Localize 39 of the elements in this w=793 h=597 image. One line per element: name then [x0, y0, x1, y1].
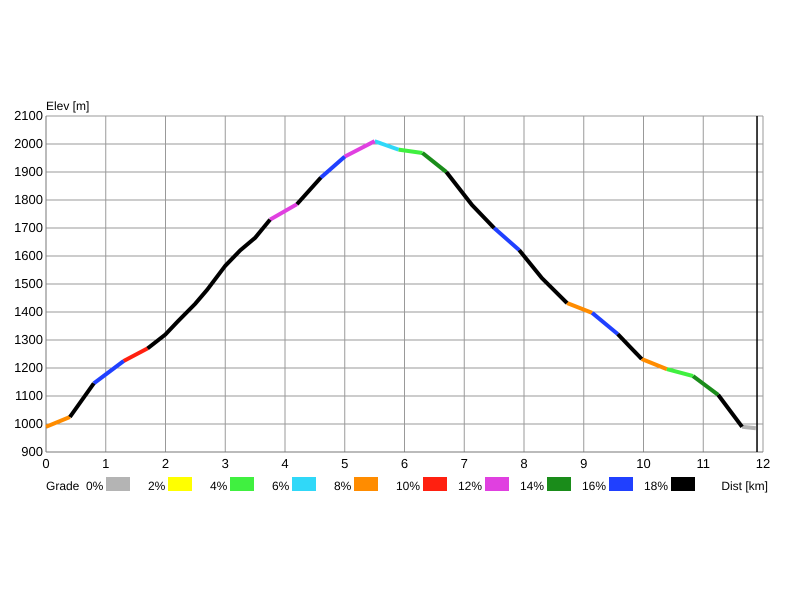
y-axis-title: Elev [m] [46, 99, 90, 113]
x-tick-label: 0 [42, 456, 50, 471]
y-tick-label: 900 [21, 444, 43, 459]
x-tick-label: 12 [756, 456, 770, 471]
x-tick-label: 5 [341, 456, 348, 471]
legend-label: 2% [148, 479, 166, 493]
legend-label: 6% [272, 479, 290, 493]
y-tick-label: 1400 [14, 304, 43, 319]
legend-label: 4% [210, 479, 228, 493]
legend-label: 8% [334, 479, 352, 493]
x-tick-label: 3 [222, 456, 229, 471]
y-tick-label: 1800 [14, 192, 43, 207]
legend-label: 14% [520, 479, 544, 493]
x-tick-label: 8 [520, 456, 528, 471]
x-tick-label: 1 [102, 456, 110, 471]
y-tick-label: 1200 [14, 360, 43, 375]
y-tick-label: 2000 [14, 136, 43, 151]
x-tick-label: 10 [636, 456, 651, 471]
x-axis-title: Dist [km] [721, 479, 768, 493]
y-tick-label: 1900 [14, 164, 43, 179]
legend-label: 12% [458, 479, 482, 493]
y-tick-label: 1300 [14, 332, 43, 347]
y-tick-label: 1700 [14, 220, 43, 235]
legend-label: 10% [396, 479, 420, 493]
x-tick-label: 6 [400, 456, 408, 471]
x-tick-label: 4 [281, 456, 289, 471]
y-tick-label: 2100 [14, 108, 43, 123]
y-tick-label: 1100 [15, 388, 43, 403]
legend-label: 0% [86, 479, 104, 493]
x-tick-label: 2 [162, 456, 170, 471]
x-tick-label: 11 [696, 456, 710, 471]
y-tick-label: 1000 [14, 416, 43, 431]
y-tick-label: 1600 [14, 248, 43, 263]
legend-title: Grade [46, 479, 80, 493]
legend-label: 18% [644, 479, 668, 493]
legend-label: 16% [582, 479, 606, 493]
x-tick-label: 7 [460, 456, 468, 471]
x-tick-label: 9 [580, 456, 588, 471]
y-tick-label: 1500 [14, 276, 43, 291]
